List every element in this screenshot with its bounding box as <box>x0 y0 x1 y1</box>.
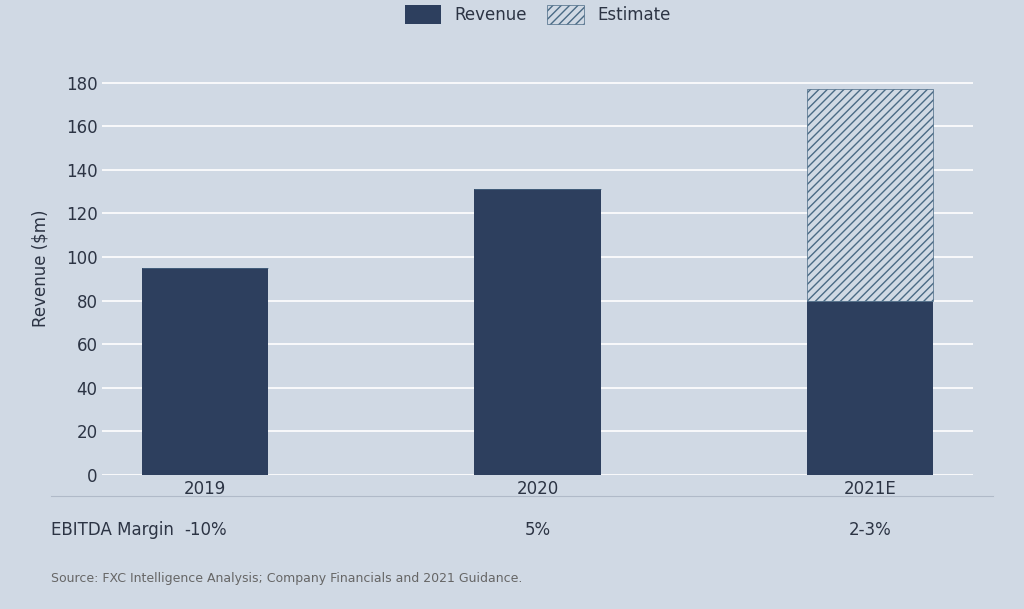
Bar <box>142 268 268 475</box>
Bar <box>807 301 933 475</box>
Bar <box>807 90 933 301</box>
Text: EBITDA Margin: EBITDA Margin <box>51 521 174 539</box>
Text: 5%: 5% <box>524 521 551 539</box>
Legend: Revenue, Estimate: Revenue, Estimate <box>398 0 677 31</box>
Bar <box>474 189 601 475</box>
Text: -10%: -10% <box>184 521 226 539</box>
Y-axis label: Revenue ($m): Revenue ($m) <box>31 209 49 326</box>
Text: Source: FXC Intelligence Analysis; Company Financials and 2021 Guidance.: Source: FXC Intelligence Analysis; Compa… <box>51 572 522 585</box>
Text: 2-3%: 2-3% <box>849 521 892 539</box>
